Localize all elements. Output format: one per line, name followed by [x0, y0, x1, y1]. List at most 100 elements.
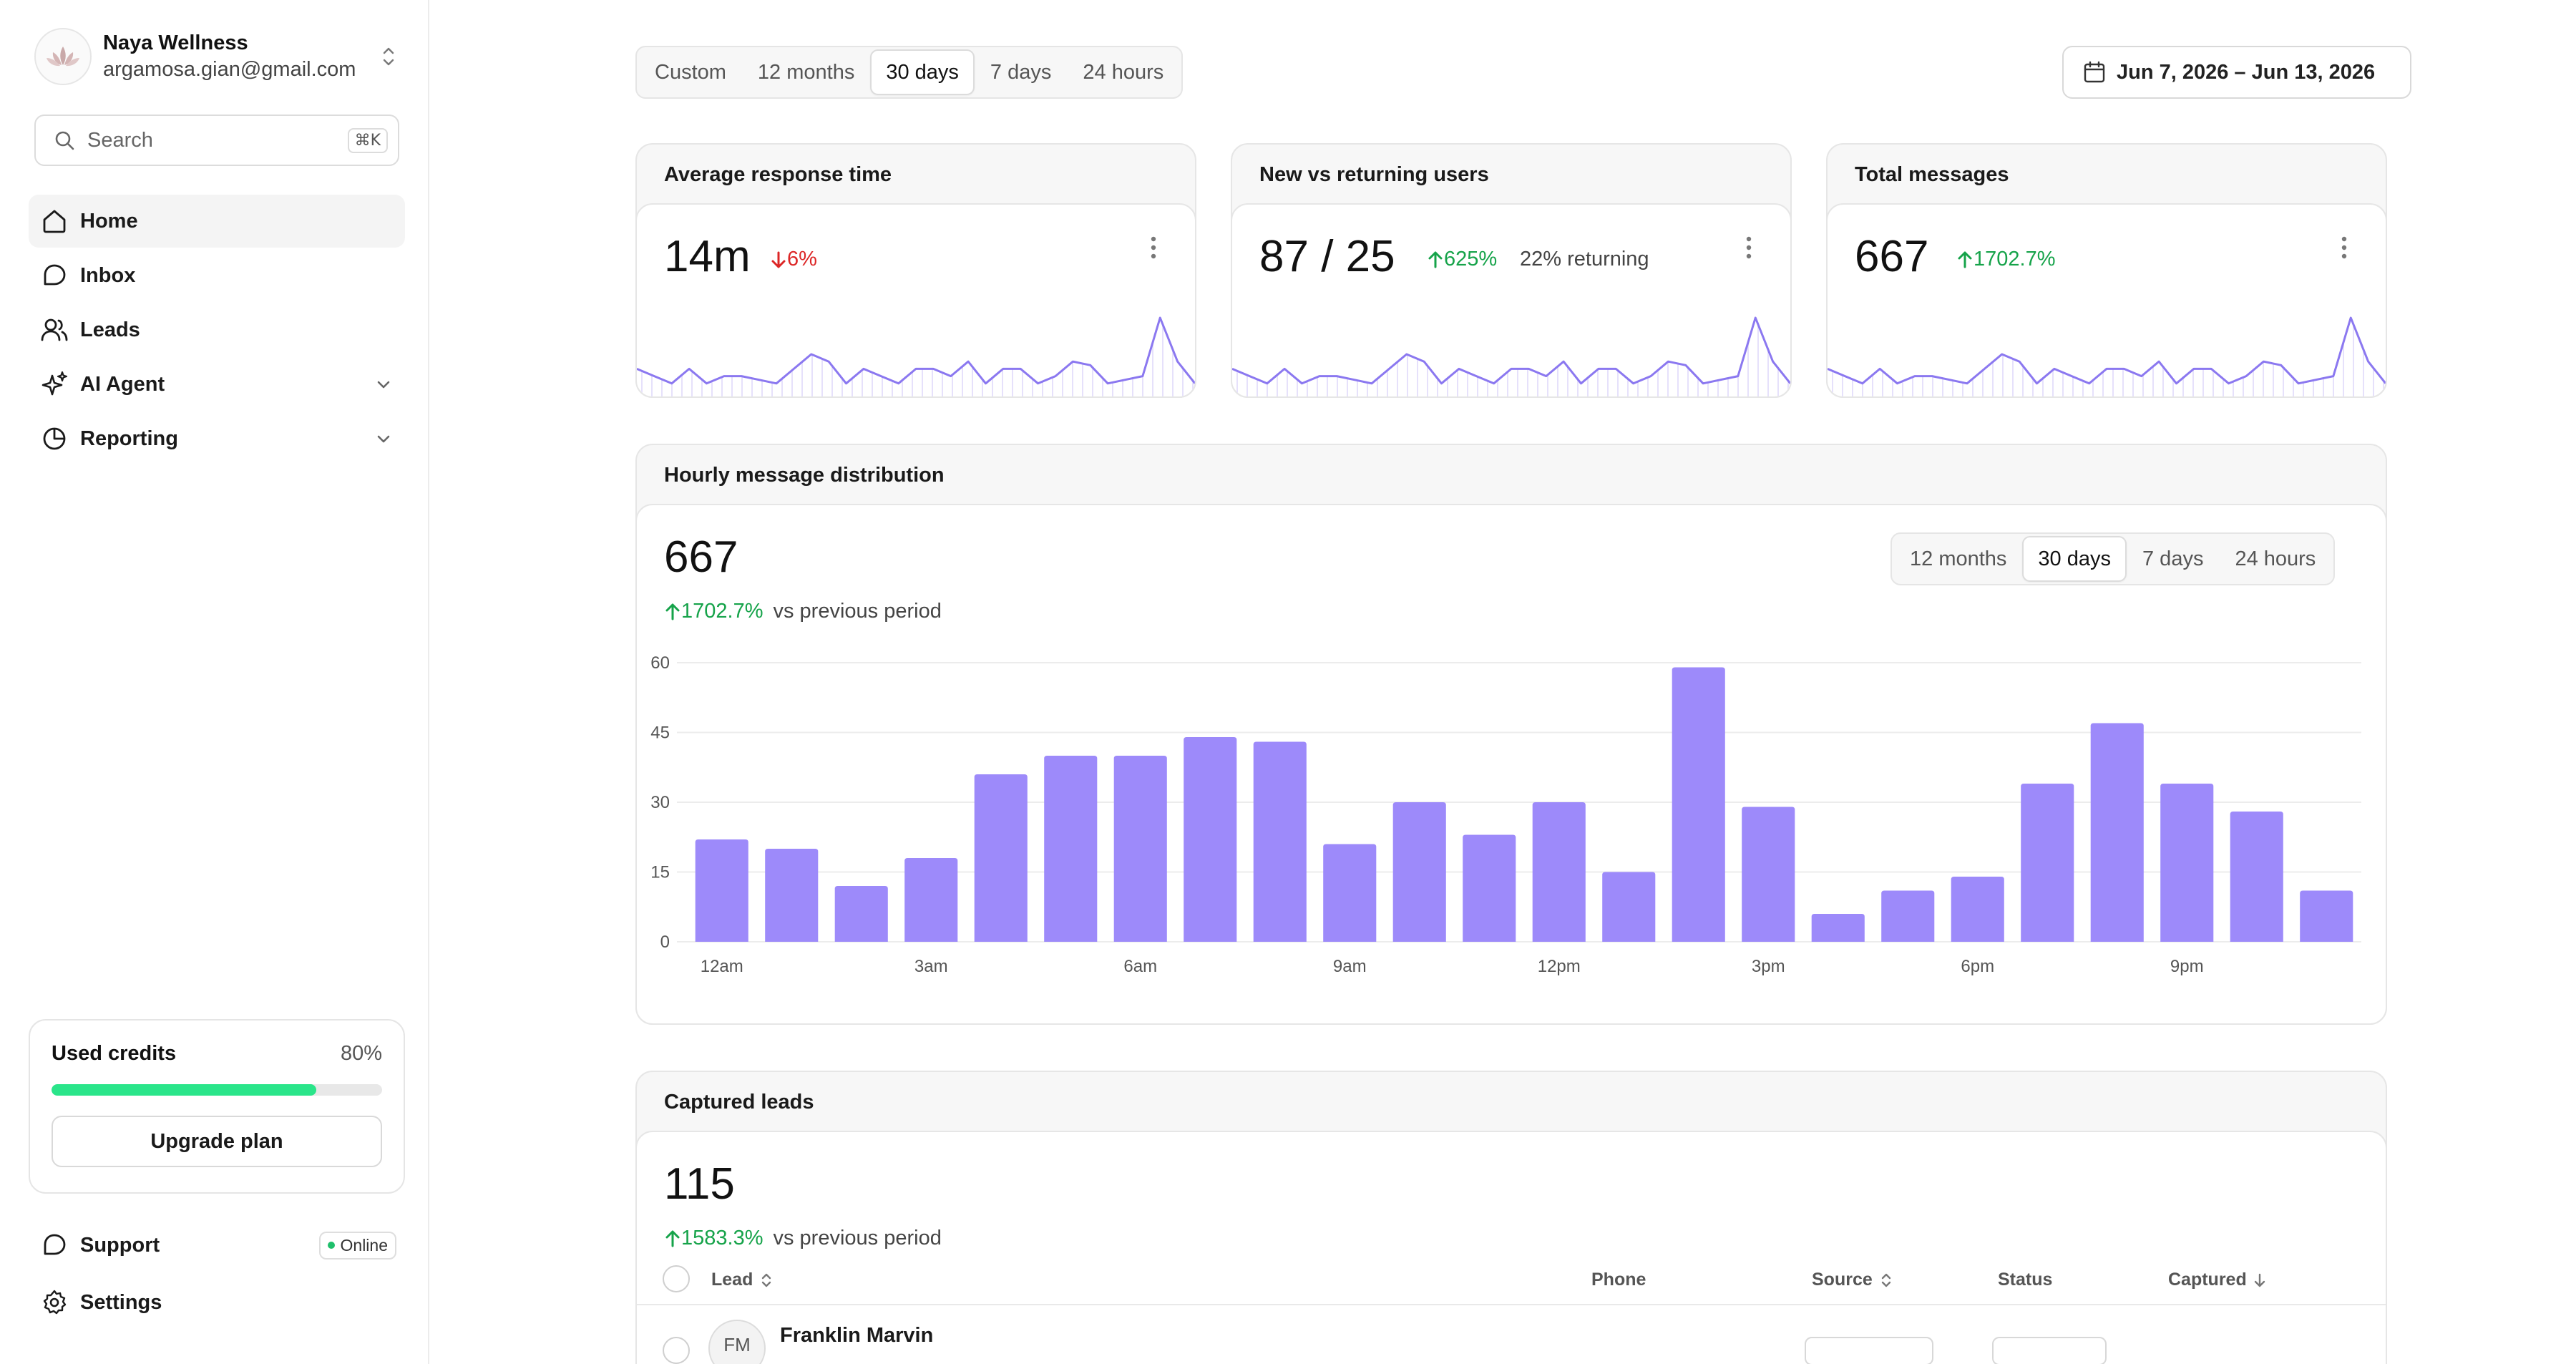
x-tick-label: 3am [914, 957, 948, 976]
bar-6am[interactable] [1113, 756, 1167, 942]
bar-5am[interactable] [1044, 756, 1098, 942]
x-tick-label: 9am [1333, 957, 1367, 976]
more-options-icon[interactable] [1745, 235, 1753, 263]
credits-progress-bar [52, 1084, 382, 1096]
chevron-down-icon [377, 381, 390, 389]
sparkles-icon [39, 369, 70, 400]
kpi-delta: 6% [770, 248, 817, 271]
hourly-delta-suffix: vs previous period [773, 600, 942, 623]
select-all-checkbox[interactable] [663, 1265, 690, 1292]
nav-item-inbox[interactable]: Inbox [29, 249, 405, 302]
users-icon [39, 314, 70, 346]
column-status: Status [1998, 1270, 2052, 1290]
date-range-picker[interactable]: Jun 7, 2026 – Jun 13, 2026 [2062, 46, 2411, 99]
checkbox [663, 1265, 690, 1292]
checkbox [663, 1337, 690, 1364]
nav-label-support: Support [80, 1233, 160, 1257]
tab-24-hours[interactable]: 24 hours [1083, 60, 1164, 84]
column-lead-label: Lead [711, 1270, 753, 1290]
nav-item-reporting[interactable]: Reporting [29, 412, 405, 465]
tab-7-days[interactable]: 7 days [990, 60, 1052, 84]
sparkline-area [1232, 318, 1790, 396]
nav-label-leads: Leads [80, 318, 140, 341]
table-row[interactable]: FM Franklin Marvin [637, 1307, 2386, 1364]
tab-24-hours[interactable]: 24 hours [2235, 547, 2316, 570]
column-phone-label: Phone [1591, 1270, 1646, 1290]
tab-custom[interactable]: Custom [655, 60, 726, 84]
bar-8am[interactable] [1253, 741, 1307, 942]
kpi-title: Average response time [664, 162, 892, 186]
upgrade-plan-button[interactable]: Upgrade plan [52, 1116, 382, 1167]
bar-8pm[interactable] [2090, 723, 2144, 942]
bar-6pm[interactable] [1951, 877, 2004, 942]
bar-3am[interactable] [904, 858, 958, 942]
bar-11pm[interactable] [2300, 890, 2353, 942]
tab-12-months[interactable]: 12 months [1910, 547, 2007, 570]
nav-item-leads[interactable]: Leads [29, 303, 405, 356]
pie-chart-icon [39, 423, 70, 454]
hourly-body: 667 1702.7% vs previous period 12 months… [635, 504, 2387, 1025]
tab-30-days[interactable]: 30 days [2022, 536, 2127, 582]
lead-name[interactable]: Franklin Marvin [780, 1324, 934, 1347]
y-tick-label: 45 [650, 724, 670, 743]
more-options-icon[interactable] [2340, 235, 2348, 263]
search-input[interactable]: Search ⌘K [34, 115, 399, 166]
hourly-bar-chart: 0 15 30 45 60 12am 3am 6am 9am 12pm 3pm 6pm 9pm [650, 653, 2361, 976]
nav-item-settings[interactable]: Settings [29, 1274, 405, 1331]
y-tick-label: 0 [660, 932, 670, 952]
nav-label-inbox: Inbox [80, 263, 136, 287]
credits-percent: 80% [340, 1042, 382, 1065]
nav-item-ai-agent[interactable]: AI Agent [29, 358, 405, 411]
workspace-switcher[interactable]: Naya Wellness argamosa.gian@gmail.com [34, 26, 399, 87]
kpi-value: 14m [664, 232, 751, 281]
bar-10am[interactable] [1392, 802, 1446, 942]
bar-11am[interactable] [1463, 834, 1516, 942]
credits-card: Used credits 80% Upgrade plan [29, 1019, 405, 1194]
column-lead[interactable]: Lead [711, 1270, 774, 1290]
x-tick-label: 12am [701, 957, 743, 976]
arrow-up-icon [1958, 251, 1972, 268]
tab-12-months[interactable]: 12 months [757, 60, 855, 84]
arrow-up-icon [665, 603, 680, 620]
inbox-icon [39, 260, 70, 291]
bar-5pm[interactable] [1881, 890, 1935, 942]
nav-item-support[interactable]: Support Online [29, 1217, 405, 1274]
column-source[interactable]: Source [1812, 1270, 1894, 1290]
row-checkbox[interactable] [663, 1337, 690, 1364]
bar-12pm[interactable] [1532, 802, 1586, 942]
workspace-logo [34, 28, 92, 85]
sidebar: Naya Wellness argamosa.gian@gmail.com Se… [0, 0, 429, 1364]
primary-nav: Home Inbox Leads AI Agent [29, 195, 405, 467]
bar-7pm[interactable] [2021, 784, 2074, 942]
bar-3pm[interactable] [1742, 807, 1795, 942]
tab-7-days[interactable]: 7 days [2142, 547, 2204, 570]
hourly-distribution-card: Hourly message distribution 667 1702.7% … [635, 444, 2387, 1025]
bar-9am[interactable] [1323, 844, 1377, 942]
column-status-label: Status [1998, 1270, 2053, 1290]
more-options-icon[interactable] [1149, 235, 1158, 263]
leads-delta-suffix: vs previous period [773, 1227, 942, 1249]
bar-7am[interactable] [1184, 737, 1237, 942]
bar-4am[interactable] [974, 774, 1028, 942]
bar-2am[interactable] [834, 886, 888, 942]
leads-total: 115 [664, 1159, 735, 1209]
bar-1pm[interactable] [1602, 872, 1656, 942]
bar-2pm[interactable] [1672, 667, 1725, 942]
chevron-up-down-icon [383, 47, 394, 66]
chevron-down-icon [377, 435, 390, 443]
arrow-up-icon [665, 1230, 680, 1247]
kpi-body: 87 / 25 625% 22% returning [1231, 203, 1792, 398]
bar-4pm[interactable] [1811, 914, 1865, 942]
nav-item-home[interactable]: Home [29, 195, 405, 248]
bar-10pm[interactable] [2230, 812, 2283, 942]
tab-30-days[interactable]: 30 days [870, 49, 975, 95]
bar-1am[interactable] [765, 849, 819, 942]
kpi-value: 87 / 25 [1259, 232, 1395, 281]
bar-9pm[interactable] [2160, 784, 2214, 942]
credits-progress-fill [52, 1084, 316, 1096]
bottom-nav: Support Online Settings [29, 1217, 405, 1331]
bar-12am[interactable] [695, 839, 748, 942]
captured-leads-card: Captured leads 115 1583.3% vs previous p… [635, 1071, 2387, 1364]
sparkline-line [637, 316, 1195, 385]
column-captured[interactable]: Captured [2168, 1270, 2267, 1290]
